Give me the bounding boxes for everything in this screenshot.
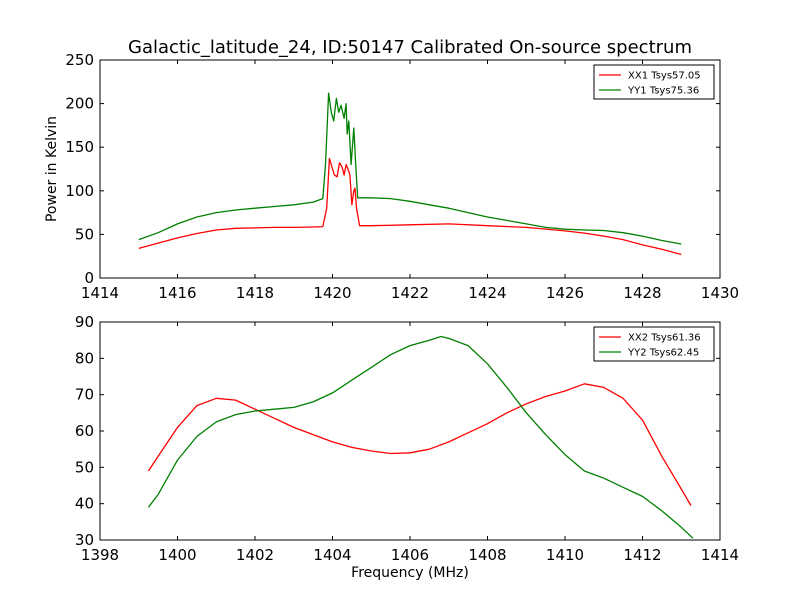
y-tick-label: 30 — [75, 531, 94, 549]
chart-panel-1: 1414 1416 1418 1420 1422 1424 1426 1428 1430 0 50 1… — [44, 51, 739, 302]
x-tick-label: 1414 — [701, 546, 739, 564]
y-tick-label: 60 — [75, 422, 94, 440]
x-tick-label: 1398 — [81, 546, 119, 564]
y-tick-label: 40 — [75, 495, 94, 513]
legend-label: YY2 Tsys62.45 — [627, 348, 699, 359]
x-tick-label: 1428 — [623, 284, 661, 302]
x-tick-label: 1424 — [468, 284, 506, 302]
x-tick-label: 1414 — [81, 284, 119, 302]
chart-panel-2: 1398 1400 1402 1404 1406 1408 1410 1412 1414 30 40… — [75, 313, 739, 581]
x-tick-label: 1400 — [158, 546, 196, 564]
x-tick-label: 1402 — [236, 546, 274, 564]
legend-label: YY1 Tsys75.36 — [627, 86, 699, 97]
legend-box — [593, 64, 715, 100]
y-tick-label: 80 — [75, 349, 94, 367]
y-tick-label: 90 — [75, 313, 94, 331]
y-tick-label: 50 — [75, 458, 94, 476]
figure-title: Galactic_latitude_24, ID:50147 Calibrate… — [128, 37, 692, 58]
legend-label: XX1 Tsys57.05 — [628, 71, 701, 82]
y-tick-label: 0 — [84, 269, 94, 287]
x-tick-label: 1418 — [236, 284, 274, 302]
x-axis-label: Frequency (MHz) — [351, 565, 469, 581]
x-tick-label: 1406 — [391, 546, 429, 564]
legend-label: XX2 Tsys61.36 — [628, 333, 701, 344]
legend: XX1 Tsys57.05 YY1 Tsys75.36 — [593, 64, 715, 100]
legend: XX2 Tsys61.36 YY2 Tsys62.45 — [593, 326, 715, 362]
y-tick-label: 50 — [75, 225, 94, 243]
y-tick-label: 70 — [75, 386, 94, 404]
y-tick-label: 200 — [65, 95, 94, 113]
x-tick-label: 1422 — [391, 284, 429, 302]
legend-box — [593, 326, 715, 362]
x-tick-label: 1426 — [546, 284, 584, 302]
series-line-1 — [147, 383, 692, 506]
y-tick-label: 100 — [65, 182, 94, 200]
x-tick-label: 1412 — [623, 546, 661, 564]
x-tick-label: 1404 — [313, 546, 351, 564]
chart-panels: 1414 1416 1418 1420 1422 1424 1426 1428 14300501… — [44, 51, 739, 581]
x-tick-label: 1430 — [701, 284, 739, 302]
y-axis-label: Power in Kelvin — [44, 116, 60, 222]
x-tick-label: 1408 — [468, 546, 506, 564]
x-tick-label: 1416 — [158, 284, 196, 302]
y-tick-label: 250 — [65, 51, 94, 69]
series-line-2 — [138, 92, 682, 245]
series-line-1 — [138, 157, 682, 256]
x-tick-label: 1410 — [546, 546, 584, 564]
x-tick-label: 1420 — [313, 284, 351, 302]
series-line-2 — [147, 335, 694, 539]
y-tick-label: 150 — [65, 138, 94, 156]
